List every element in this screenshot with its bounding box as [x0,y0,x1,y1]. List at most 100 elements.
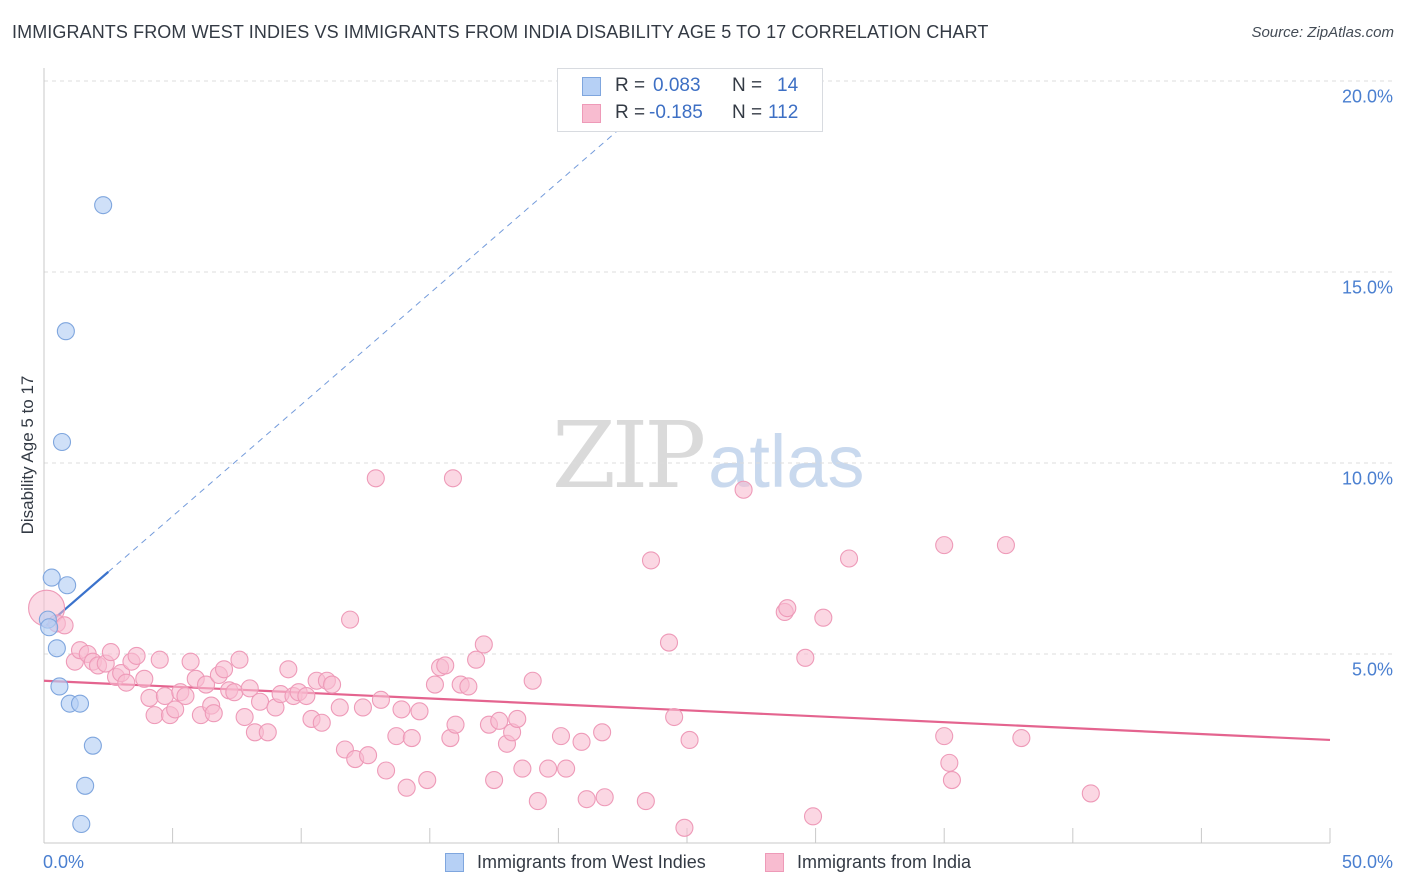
correlation-legend: R = 0.083 N = 14 R = -0.185 N = 112 [557,68,823,132]
india-point [418,771,437,790]
watermark-zip: ZIP [552,402,706,509]
india-point [935,536,954,555]
west-indies-point [76,776,95,795]
india-point [166,700,185,719]
y-tick-label: 15.0% [1341,277,1393,298]
india-point [330,698,349,717]
india-point [258,723,277,742]
r-value: -0.185 [649,102,703,123]
n-value: 112 [768,102,799,123]
india-point [528,792,547,811]
india-point [595,788,614,807]
india-point [101,643,120,662]
india-point [940,753,959,772]
india-point [539,759,558,778]
y-tick-label: 20.0% [1341,86,1393,107]
india-point [436,656,455,675]
legend-label: Immigrants from West Indies [477,852,706,872]
india-point [150,650,169,669]
india-point [135,669,154,688]
india-point [1012,728,1031,748]
india-point [778,599,797,618]
india-point [410,702,429,721]
west-indies-swatch [582,77,601,96]
india-point [230,650,249,669]
west-indies-point [50,677,69,696]
india-point [181,652,200,671]
india-point [551,727,571,746]
r-label: R = [615,75,646,96]
west-indies-trend-extension [107,125,624,573]
india-point [467,650,486,669]
west-indies-point [83,736,102,755]
india-point [636,792,655,811]
india-point [446,715,465,734]
india-point [55,616,74,635]
india-point [196,675,216,694]
india-point [371,690,390,709]
india-point [459,677,478,696]
r-value: 0.083 [653,75,701,96]
india-point [942,771,961,790]
india-swatch [582,104,601,123]
india-point [796,648,815,667]
west-indies-point [94,196,113,215]
india-point [117,673,136,692]
axes [43,68,1331,844]
india-point [513,759,532,778]
india-points [28,469,1100,837]
india-swatch [765,853,784,872]
west-indies-point [56,322,75,341]
chart-title: IMMIGRANTS FROM WEST INDIES VS IMMIGRANT… [12,22,989,42]
india-point [675,818,694,837]
legend-item-india[interactable]: Immigrants from India [765,852,1005,876]
india-point [214,660,234,679]
west-indies-point [52,432,72,452]
west-indies-point [58,576,77,595]
west-indies-point [47,639,66,658]
west-indies-point [42,568,61,587]
trend-lines [43,125,1331,742]
india-point [814,608,833,627]
west-indies-point [40,618,59,637]
india-point [353,698,372,717]
india-point [443,469,462,488]
west-indies-point [70,694,90,713]
india-point [572,732,591,751]
india-point [204,704,223,723]
y-axis-label: Disability Age 5 to 17 [18,375,37,535]
west-indies-point [72,814,91,834]
india-point [377,761,396,780]
india-point [839,549,859,568]
india-point [397,778,416,797]
india-point [659,633,679,652]
india-point [240,679,259,698]
india-point [359,746,378,765]
india-point [297,686,316,706]
india-point [225,683,244,702]
india-point [935,727,954,746]
source-label: Source: ZipAtlas.com [1251,24,1394,41]
watermark-atlas: atlas [708,420,865,503]
india-point [392,700,411,719]
india-point [665,707,684,727]
n-label: N = [732,102,763,123]
india-point [508,709,527,728]
west-indies-swatch [445,853,464,872]
legend-label: Immigrants from India [797,852,972,872]
india-point [176,686,195,706]
india-point [425,675,444,694]
x-tick-label-max: 50.0% [1341,852,1393,872]
india-point [485,771,504,790]
india-point [323,675,342,694]
india-point [474,635,493,654]
n-label: N = [732,75,763,96]
r-label: R = [615,102,646,123]
legend-item-west-indies[interactable]: Immigrants from West Indies [445,852,745,876]
grid-lines [44,80,1392,655]
india-point [366,469,385,488]
y-tick-label: 10.0% [1341,468,1393,489]
india-point [279,660,298,679]
india-point [523,671,542,690]
